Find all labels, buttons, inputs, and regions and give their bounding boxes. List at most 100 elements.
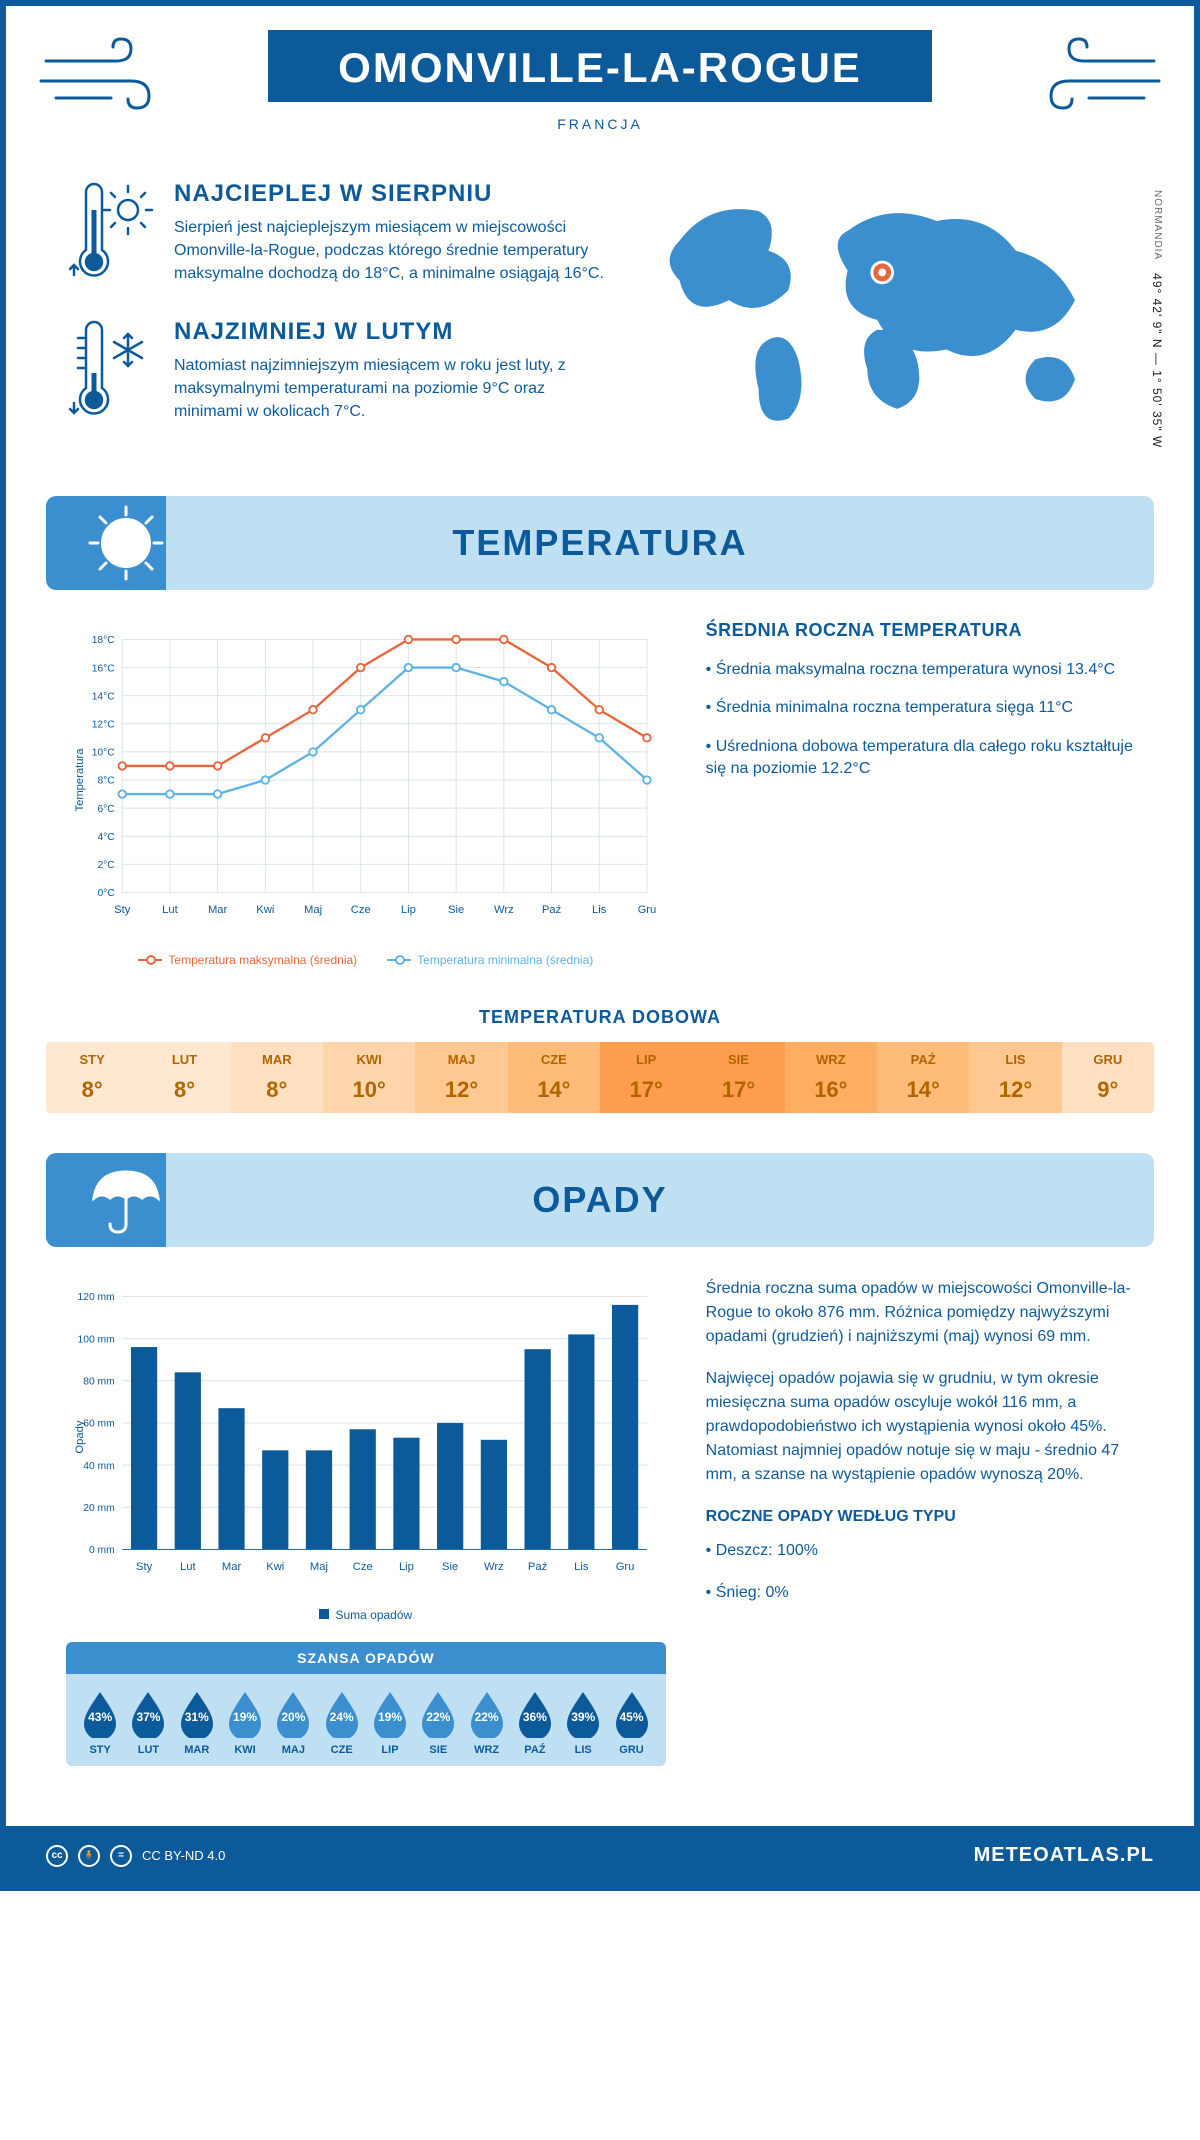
svg-text:8°C: 8°C [97, 776, 115, 787]
intro-section: NAJCIEPLEJ W SIERPNIU Sierpień jest najc… [6, 150, 1194, 476]
daily-temp-cell: GRU9° [1062, 1042, 1154, 1113]
sun-icon [86, 503, 166, 583]
daily-temp-cell: MAR8° [231, 1042, 323, 1113]
svg-text:Sie: Sie [448, 904, 464, 916]
svg-text:Lut: Lut [180, 1561, 196, 1573]
svg-text:0°C: 0°C [97, 888, 115, 899]
svg-text:Lip: Lip [401, 904, 416, 916]
thermometer-sun-icon [66, 180, 156, 290]
svg-text:Temperatura: Temperatura [74, 748, 86, 812]
svg-text:Sie: Sie [442, 1561, 458, 1573]
precip-chance-drop: 20%MAJ [269, 1690, 317, 1756]
precipitation-banner: OPADY [46, 1153, 1154, 1247]
svg-text:4°C: 4°C [97, 832, 115, 843]
daily-temp-cell: KWI10° [323, 1042, 415, 1113]
daily-temp-cell: CZE14° [508, 1042, 600, 1113]
daily-temp-table: STY8°LUT8°MAR8°KWI10°MAJ12°CZE14°LIP17°S… [46, 1042, 1154, 1113]
daily-temp-cell: SIE17° [692, 1042, 784, 1113]
temp-summary-title: ŚREDNIA ROCZNA TEMPERATURA [706, 620, 1134, 641]
world-map [640, 180, 1134, 440]
svg-text:40 mm: 40 mm [83, 1461, 114, 1472]
svg-text:20 mm: 20 mm [83, 1503, 114, 1514]
wind-icon-right [1024, 36, 1164, 116]
svg-text:Paź: Paź [528, 1561, 548, 1573]
site-name: METEOATLAS.PL [974, 1844, 1154, 1867]
daily-temp-cell: MAJ12° [415, 1042, 507, 1113]
svg-text:2°C: 2°C [97, 860, 115, 871]
svg-text:Opady: Opady [74, 1420, 86, 1453]
precip-chance-drop: 39%LIS [559, 1690, 607, 1756]
svg-text:Maj: Maj [304, 904, 322, 916]
license-text: CC BY-ND 4.0 [142, 1848, 225, 1863]
nd-icon: = [110, 1845, 132, 1867]
cc-icon: cc [46, 1845, 68, 1867]
temperature-legend: Temperatura maksymalna (średnia) Tempera… [66, 953, 666, 967]
precip-summary-p2: Najwięcej opadów pojawia się w grudniu, … [706, 1367, 1134, 1487]
svg-text:Kwi: Kwi [266, 1561, 284, 1573]
svg-text:12°C: 12°C [92, 720, 116, 731]
svg-text:Gru: Gru [638, 904, 657, 916]
svg-text:Wrz: Wrz [484, 1561, 504, 1573]
precip-chance-drop: 31%MAR [173, 1690, 221, 1756]
precipitation-chart: 0 mm20 mm40 mm60 mm80 mm100 mm120 mmOpad… [66, 1277, 666, 1766]
svg-text:Sty: Sty [136, 1561, 153, 1573]
temperature-banner: TEMPERATURA [46, 496, 1154, 590]
daily-temp-cell: PAŹ14° [877, 1042, 969, 1113]
country-label: FRANCJA [6, 116, 1194, 132]
daily-temp-cell: STY8° [46, 1042, 138, 1113]
temp-summary-point: • Średnia minimalna roczna temperatura s… [706, 697, 1134, 719]
svg-text:14°C: 14°C [92, 691, 116, 702]
svg-text:80 mm: 80 mm [83, 1377, 114, 1388]
header: OMONVILLE-LA-ROGUE FRANCJA [6, 6, 1194, 150]
svg-text:Kwi: Kwi [256, 904, 274, 916]
svg-text:Lis: Lis [592, 904, 607, 916]
svg-text:Wrz: Wrz [494, 904, 514, 916]
svg-text:10°C: 10°C [92, 748, 116, 759]
precip-chance-drop: 37%LUT [124, 1690, 172, 1756]
svg-text:16°C: 16°C [92, 663, 116, 674]
footer: cc 🧍 = CC BY-ND 4.0 METEOATLAS.PL [6, 1826, 1194, 1885]
daily-temp-cell: WRZ16° [785, 1042, 877, 1113]
precipitation-legend: Suma opadów [66, 1608, 666, 1622]
precip-chance-drop: 36%PAŹ [511, 1690, 559, 1756]
svg-text:Cze: Cze [351, 904, 371, 916]
svg-text:Paź: Paź [542, 904, 562, 916]
page-title: OMONVILLE-LA-ROGUE [268, 30, 932, 102]
warmest-text: Sierpień jest najcieplejszym miesiącem w… [174, 216, 610, 286]
svg-text:Gru: Gru [616, 1561, 635, 1573]
warmest-fact: NAJCIEPLEJ W SIERPNIU Sierpień jest najc… [66, 180, 610, 290]
by-icon: 🧍 [78, 1845, 100, 1867]
coldest-text: Natomiast najzimniejszym miesiącem w rok… [174, 354, 610, 424]
svg-text:Lip: Lip [399, 1561, 414, 1573]
chance-title: SZANSA OPADÓW [66, 1642, 666, 1674]
precip-summary-p1: Średnia roczna suma opadów w miejscowośc… [706, 1277, 1134, 1349]
svg-text:Maj: Maj [310, 1561, 328, 1573]
temp-summary-point: • Średnia maksymalna roczna temperatura … [706, 659, 1134, 681]
thermometer-snow-icon [66, 318, 156, 428]
daily-temp-cell: LIP17° [600, 1042, 692, 1113]
precip-chance-drop: 22%SIE [414, 1690, 462, 1756]
svg-text:120 mm: 120 mm [78, 1292, 115, 1303]
license: cc 🧍 = CC BY-ND 4.0 [46, 1845, 225, 1867]
precip-type-line: • Deszcz: 100% [706, 1539, 1134, 1563]
daily-temp-title: TEMPERATURA DOBOWA [6, 1007, 1194, 1028]
precip-chance-drop: 19%LIP [366, 1690, 414, 1756]
temperature-title: TEMPERATURA [56, 522, 1144, 564]
svg-text:Mar: Mar [208, 904, 228, 916]
daily-temp-cell: LUT8° [138, 1042, 230, 1113]
temp-summary-point: • Uśredniona dobowa temperatura dla całe… [706, 736, 1134, 781]
precip-type-line: • Śnieg: 0% [706, 1581, 1134, 1605]
precip-type-title: ROCZNE OPADY WEDŁUG TYPU [706, 1505, 1134, 1529]
wind-icon-left [36, 36, 176, 116]
svg-text:Mar: Mar [222, 1561, 242, 1573]
precipitation-summary: Średnia roczna suma opadów w miejscowośc… [706, 1277, 1134, 1766]
svg-text:Lis: Lis [574, 1561, 589, 1573]
svg-text:100 mm: 100 mm [78, 1334, 115, 1345]
precip-chance-drop: 22%WRZ [462, 1690, 510, 1756]
temperature-summary: ŚREDNIA ROCZNA TEMPERATURA • Średnia mak… [706, 620, 1134, 967]
svg-text:18°C: 18°C [92, 635, 116, 646]
svg-text:Lut: Lut [162, 904, 178, 916]
daily-temp-cell: LIS12° [969, 1042, 1061, 1113]
umbrella-icon [86, 1160, 166, 1240]
map-marker [870, 261, 894, 285]
